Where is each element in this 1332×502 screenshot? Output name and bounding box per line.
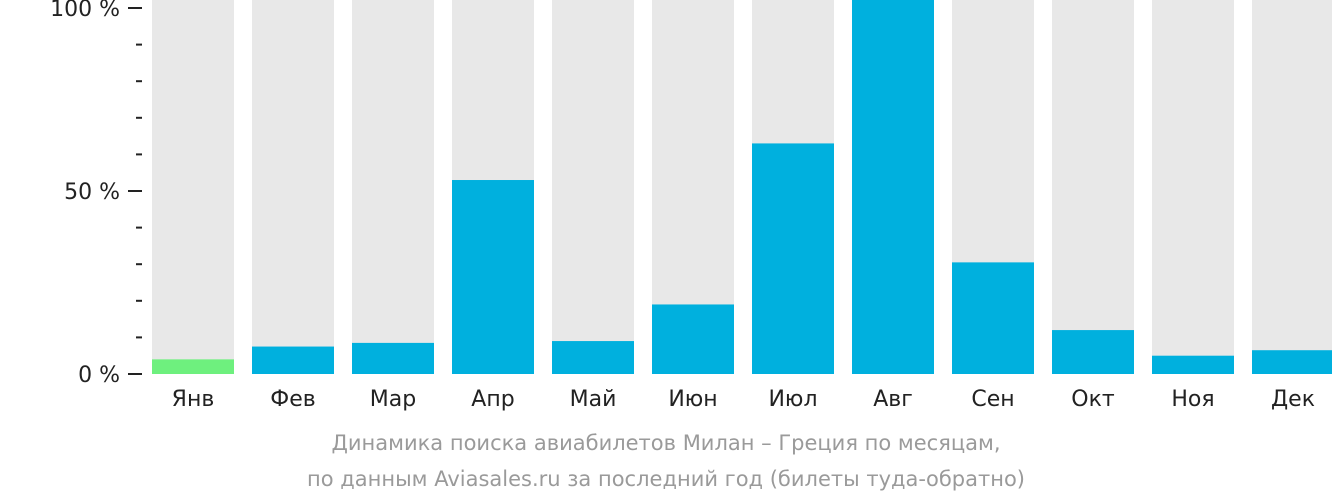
x-tick-label: Дек	[1271, 387, 1315, 412]
bar-track	[352, 0, 434, 374]
x-tick-label: Сен	[971, 387, 1014, 412]
x-tick-label: Апр	[471, 387, 514, 412]
bar-11[interactable]	[1252, 350, 1332, 374]
x-tick-label: Май	[570, 387, 617, 412]
y-tick-label: 50 %	[64, 180, 120, 205]
x-tick-label: Мар	[370, 387, 416, 412]
bar-7[interactable]	[852, 0, 934, 374]
x-tick-label: Фев	[270, 387, 315, 412]
bar-track	[1252, 0, 1332, 374]
bar-track	[1052, 0, 1134, 374]
bar-9[interactable]	[1052, 330, 1134, 374]
bars-group	[152, 0, 1332, 374]
chart-caption-line-2: по данным Aviasales.ru за последний год …	[307, 467, 1025, 491]
bar-track	[252, 0, 334, 374]
x-tick-label: Янв	[172, 387, 215, 412]
bar-track	[152, 0, 234, 374]
bar-8[interactable]	[952, 262, 1034, 374]
x-axis-labels: Янв Фев Мар Апр Май Июн Июл Авг Сен Окт Ноя Дек	[172, 387, 1315, 412]
x-tick-label: Авг	[873, 387, 913, 412]
y-tick-label: 100 %	[50, 0, 120, 22]
chart-caption-line-1: Динамика поиска авиабилетов Милан – Грец…	[331, 431, 1001, 455]
x-tick-label: Июл	[768, 387, 817, 412]
bar-2[interactable]	[352, 342, 434, 374]
y-tick-label: 0 %	[78, 363, 120, 388]
bar-4[interactable]	[552, 341, 634, 374]
bar-5[interactable]	[652, 304, 734, 374]
bar-track	[1152, 0, 1234, 374]
bar-track	[552, 0, 634, 374]
x-tick-label: Ноя	[1171, 387, 1214, 412]
bar-6[interactable]	[752, 143, 834, 374]
bar-0[interactable]	[152, 359, 234, 374]
x-tick-label: Июн	[668, 387, 717, 412]
bar-3[interactable]	[452, 180, 534, 374]
bar-10[interactable]	[1152, 355, 1234, 374]
bar-1[interactable]	[252, 346, 334, 374]
x-tick-label: Окт	[1071, 387, 1115, 412]
y-axis: 0 % 50 % 100 %	[50, 0, 142, 388]
